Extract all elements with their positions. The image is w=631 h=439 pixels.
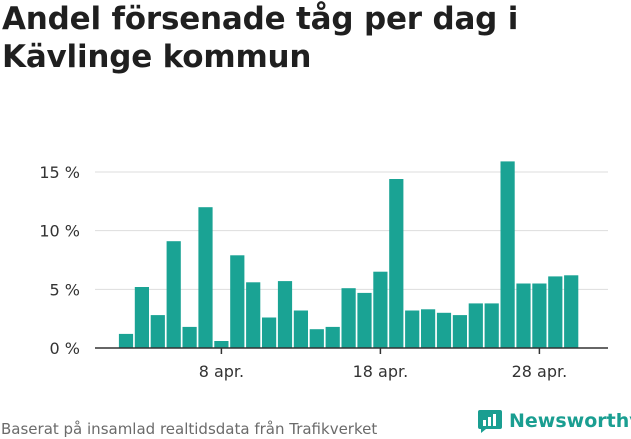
bar bbox=[389, 179, 404, 348]
bar bbox=[118, 333, 134, 348]
x-tick-label: 8 apr. bbox=[199, 362, 244, 381]
bar bbox=[357, 292, 372, 348]
bar bbox=[230, 255, 245, 348]
x-tick-label: 18 apr. bbox=[353, 362, 409, 381]
bar bbox=[182, 326, 197, 348]
bar bbox=[405, 310, 420, 348]
bar bbox=[198, 207, 213, 348]
y-tick-label: 15 % bbox=[39, 163, 80, 182]
bar bbox=[452, 315, 467, 348]
bar bbox=[373, 271, 388, 348]
y-axis-ticks: 0 % 5 % 10 % 15 % bbox=[39, 163, 80, 358]
bar bbox=[309, 329, 324, 348]
source-note: Baserat på insamlad realtidsdata från Tr… bbox=[1, 420, 378, 438]
bar bbox=[564, 275, 579, 348]
y-tick-label: 0 % bbox=[50, 339, 80, 358]
newsworthy-logo-icon bbox=[478, 410, 502, 433]
bar bbox=[468, 303, 483, 348]
bar bbox=[246, 282, 261, 348]
bar bbox=[293, 310, 308, 348]
newsworthy-logo: Newsworthy bbox=[477, 408, 631, 434]
bar bbox=[341, 288, 356, 348]
chart-title: Andel försenade tåg per dag i Kävlinge k… bbox=[2, 1, 519, 75]
bar bbox=[134, 287, 149, 348]
brand-name: Newsworthy bbox=[509, 410, 631, 432]
bar bbox=[325, 326, 340, 348]
bar-chart: 0 % 5 % 10 % 15 % 8 apr. 18 apr. 28 apr. bbox=[39, 161, 608, 381]
bar bbox=[214, 341, 229, 348]
bar bbox=[436, 312, 452, 348]
y-tick-label: 10 % bbox=[39, 222, 80, 241]
bar bbox=[262, 317, 277, 348]
x-tick-label: 28 apr. bbox=[512, 362, 568, 381]
bar bbox=[516, 283, 531, 348]
bar bbox=[500, 161, 515, 348]
bar bbox=[150, 315, 165, 348]
bar bbox=[532, 283, 547, 348]
bar bbox=[277, 281, 293, 348]
bar bbox=[166, 241, 181, 348]
y-tick-label: 5 % bbox=[50, 280, 80, 299]
bar bbox=[421, 309, 436, 348]
bars bbox=[118, 161, 579, 348]
bar bbox=[548, 276, 563, 348]
x-axis-ticks: 8 apr. 18 apr. 28 apr. bbox=[199, 348, 568, 381]
bar bbox=[484, 303, 499, 348]
